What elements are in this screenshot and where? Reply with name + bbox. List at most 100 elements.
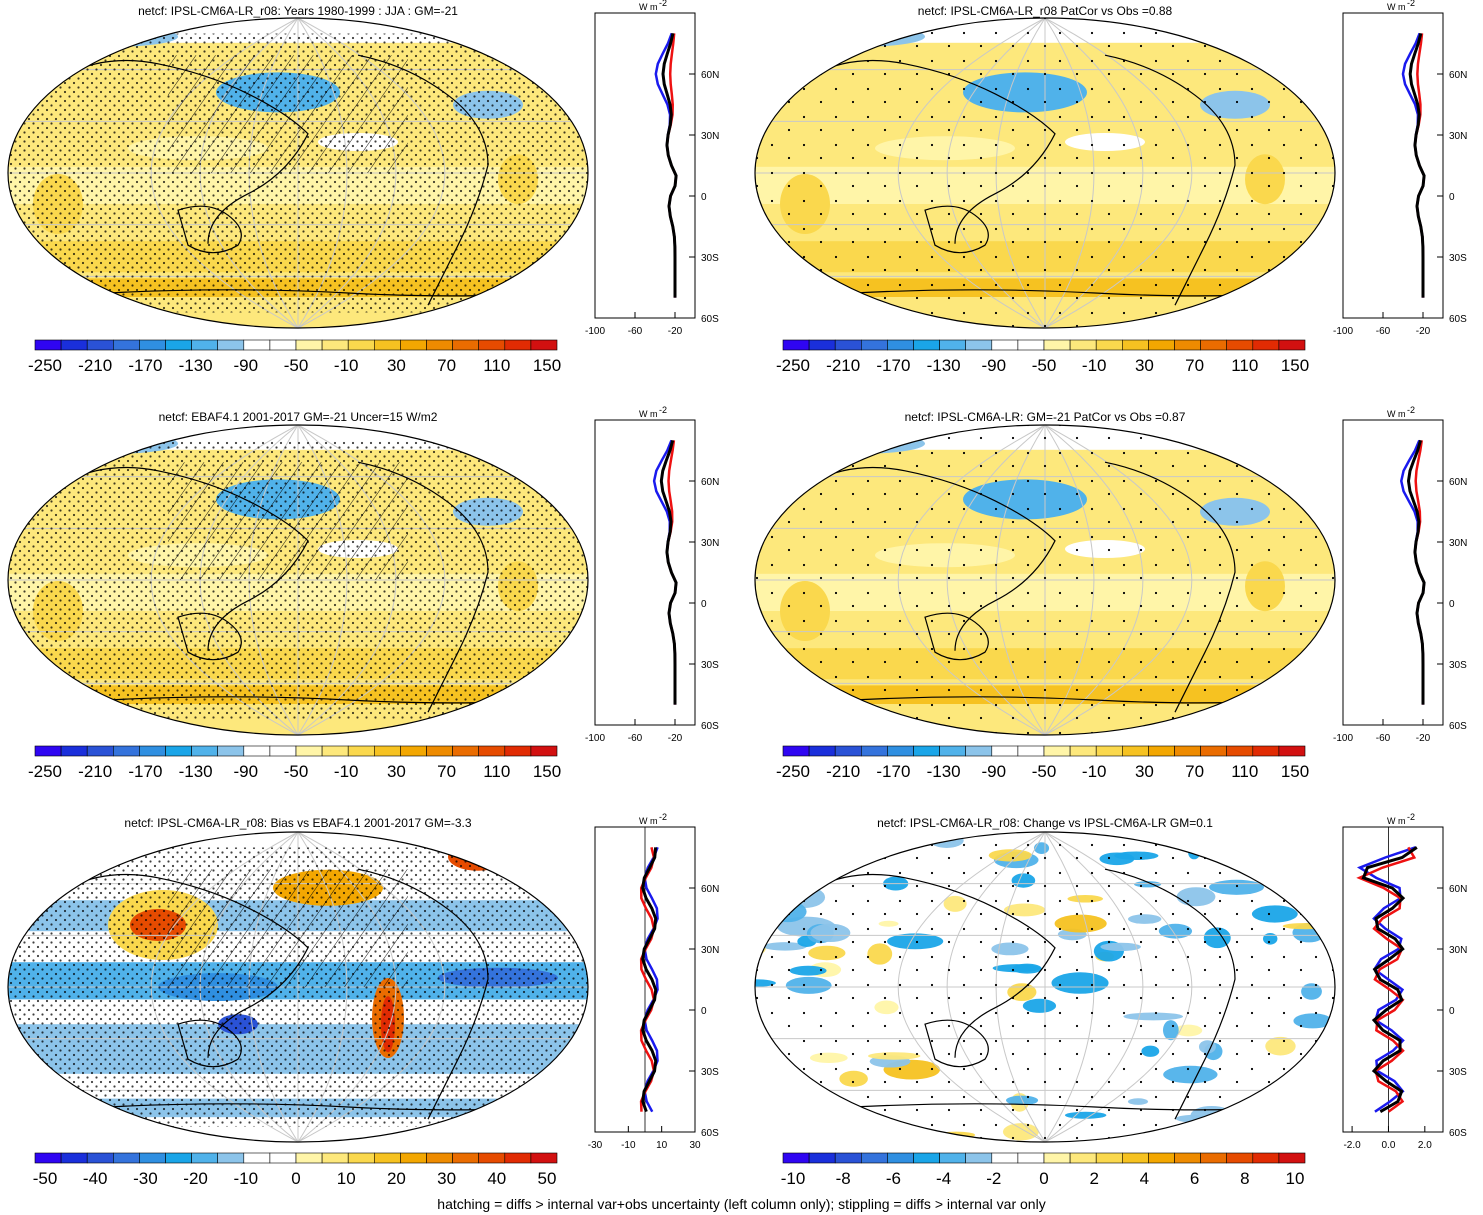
field-blob xyxy=(755,1056,775,1077)
colorbar-swatch xyxy=(347,1152,375,1164)
profile-x-label: -60 xyxy=(1376,326,1391,337)
profile-frame xyxy=(1342,12,1444,319)
colorbar-swatch xyxy=(860,339,888,351)
colorbar-tick-label: -50 xyxy=(1032,356,1057,375)
colorbar-swatch xyxy=(965,339,993,351)
map-field xyxy=(755,18,1335,328)
panel-title: netcf: EBAF4.1 2001-2017 GM=-21 Uncer=15… xyxy=(159,410,438,424)
map-field xyxy=(755,425,1335,735)
colorbar-tick-label: -4 xyxy=(936,1169,951,1188)
colorbar-swatch xyxy=(478,1152,506,1164)
colorbar-swatch xyxy=(191,745,219,757)
map-border xyxy=(7,17,589,329)
profile-lat-label: 0 xyxy=(1449,599,1455,610)
colorbar-swatch xyxy=(530,745,558,757)
profile-x-label: -100 xyxy=(585,326,605,337)
colorbar-swatch xyxy=(165,339,192,351)
profile-lat-label: 60S xyxy=(701,1128,719,1139)
colorbar-swatch xyxy=(1252,745,1280,757)
colorbar-swatch xyxy=(478,745,506,757)
colorbar-swatch xyxy=(504,339,532,351)
stippling-overlay xyxy=(755,425,1335,735)
colorbar-swatch xyxy=(1200,1152,1227,1164)
map-panel-6: netcf: IPSL-CM6A-LR_r08: Change vs IPSL-… xyxy=(754,816,1336,1143)
profile-frame xyxy=(594,419,696,726)
colorbar-tick-label: -40 xyxy=(83,1169,108,1188)
profile-lat-label: 30N xyxy=(1449,945,1467,956)
colorbar-tick-label: -250 xyxy=(28,356,62,375)
colorbar-swatch xyxy=(1174,339,1201,351)
colorbar-tick-label: -10 xyxy=(1082,356,1107,375)
colorbar-swatch xyxy=(1278,339,1306,351)
stippling-overlay xyxy=(755,832,1335,1142)
panel-title: netcf: IPSL-CM6A-LR: GM=-21 PatCor vs Ob… xyxy=(905,410,1186,424)
colorbar-tick-label: 70 xyxy=(1185,356,1204,375)
field-blob xyxy=(796,845,810,862)
colorbar-swatch xyxy=(887,1152,914,1164)
colorbar-tick-label: -130 xyxy=(179,356,213,375)
profile-units-exponent: -2 xyxy=(659,405,667,415)
profile-x-label: -100 xyxy=(1333,733,1353,744)
colorbar-swatch xyxy=(808,1152,836,1164)
colorbar-tick-label: 10 xyxy=(1286,1169,1305,1188)
profile-x-label: -100 xyxy=(585,733,605,744)
colorbar-tick-label: 150 xyxy=(1281,762,1309,781)
colorbar-tick-label: -170 xyxy=(128,762,162,781)
colorbar-tick-label: 8 xyxy=(1240,1169,1249,1188)
colorbar: -250 -210 -170 -130 -90 -50 -10 30 70 110 150 xyxy=(28,339,561,375)
profile-lat-label: 0 xyxy=(1449,1006,1455,1017)
profile-units: W m xyxy=(1387,2,1406,12)
colorbar-swatch xyxy=(1043,339,1071,351)
profile-x-label: -10 xyxy=(621,1140,636,1151)
map-border xyxy=(754,17,1336,329)
colorbar-swatch xyxy=(860,1152,888,1164)
colorbar-tick-label: 110 xyxy=(1231,762,1258,781)
profile-x-label: -20 xyxy=(668,326,683,337)
profile-lat-label: 60N xyxy=(1449,70,1467,81)
colorbar-tick-label: 6 xyxy=(1190,1169,1199,1188)
colorbar-swatch xyxy=(139,339,166,351)
map-panel-3: netcf: EBAF4.1 2001-2017 GM=-21 Uncer=15… xyxy=(7,410,589,736)
profile-units: W m xyxy=(639,409,658,419)
colorbar-swatch xyxy=(243,339,271,351)
profile-x-label: -60 xyxy=(628,326,643,337)
colorbar-swatch xyxy=(991,745,1019,757)
colorbar-swatch xyxy=(400,745,427,757)
stippling-overlay xyxy=(8,440,588,720)
map-border xyxy=(7,831,589,1143)
field-blob xyxy=(776,834,829,843)
colorbar-tick-label: 70 xyxy=(437,356,456,375)
colorbar-swatch xyxy=(1069,1152,1097,1164)
colorbar-swatch xyxy=(113,339,140,351)
colorbar-tick-label: 30 xyxy=(387,762,406,781)
colorbar-swatch xyxy=(373,1152,401,1164)
colorbar-swatch xyxy=(913,745,940,757)
colorbar-tick-label: -8 xyxy=(836,1169,851,1188)
colorbar-swatch xyxy=(887,339,914,351)
colorbar-swatch xyxy=(1017,339,1045,351)
profile-series-line xyxy=(1361,846,1418,1113)
colorbar-swatch xyxy=(452,339,480,351)
colorbar-swatch xyxy=(939,339,966,351)
colorbar-swatch xyxy=(321,745,349,757)
colorbar-tick-label: -50 xyxy=(1032,762,1057,781)
map-border xyxy=(754,424,1336,736)
colorbar-swatch xyxy=(34,745,62,757)
profile-lat-label: 30S xyxy=(701,1067,719,1078)
colorbar-tick-label: 30 xyxy=(1135,762,1154,781)
zonal-profile: 60N 30N 0 30S 60S -30 -10 10 30 W m -2 xyxy=(588,812,720,1151)
profile-lat-label: 60S xyxy=(1449,721,1467,732)
colorbar-swatch xyxy=(217,745,245,757)
colorbar-swatch xyxy=(1043,745,1071,757)
profile-lat-label: 30S xyxy=(1449,1067,1467,1078)
colorbar-swatch xyxy=(530,339,558,351)
colorbar-swatch xyxy=(426,1152,453,1164)
stippling-overlay xyxy=(755,18,1335,328)
colorbar: -250 -210 -170 -130 -90 -50 -10 30 70 110 150 xyxy=(776,745,1309,781)
profile-x-label: -20 xyxy=(668,733,683,744)
colorbar-swatch xyxy=(34,1152,62,1164)
profile-x-label: -2.0 xyxy=(1343,1140,1361,1151)
colorbar-swatch xyxy=(1095,339,1123,351)
profile-units: W m xyxy=(639,2,658,12)
colorbar-tick-label: -2 xyxy=(986,1169,1001,1188)
